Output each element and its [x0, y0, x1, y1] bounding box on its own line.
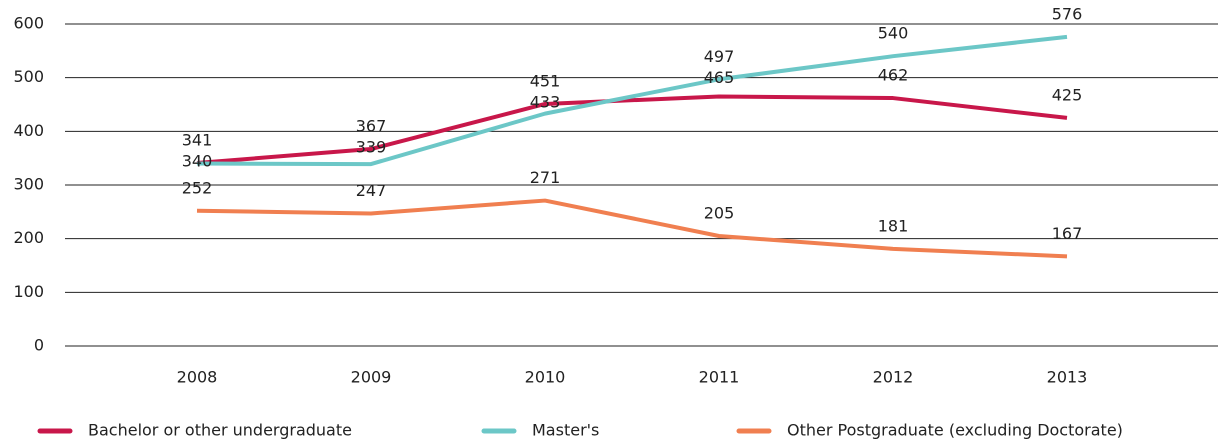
data-label: 465	[704, 68, 735, 87]
data-label: 451	[530, 71, 561, 90]
x-tick-label: 2013	[1047, 368, 1088, 387]
data-label: 576	[1052, 4, 1083, 23]
x-tick-label: 2009	[351, 368, 392, 387]
data-label: 205	[704, 203, 735, 222]
data-label: 340	[182, 151, 213, 170]
legend-label: Other Postgraduate (excluding Doctorate)	[787, 421, 1123, 440]
series-line	[196, 94, 1068, 165]
data-label: 339	[356, 138, 387, 157]
data-label: 462	[878, 66, 909, 85]
x-tick-label: 2012	[873, 368, 914, 387]
data-label: 341	[182, 130, 213, 149]
data-label: 271	[530, 168, 561, 187]
series-line	[196, 34, 1068, 167]
data-label: 433	[530, 92, 561, 111]
data-label: 181	[878, 216, 909, 235]
y-tick-label: 500	[13, 67, 44, 86]
data-label: 252	[182, 178, 213, 197]
legend-label: Master's	[532, 421, 599, 440]
x-tick-label: 2011	[699, 368, 740, 387]
data-label: 167	[1052, 224, 1083, 243]
series-line	[196, 198, 1068, 259]
data-label: 247	[356, 181, 387, 200]
data-label: 425	[1052, 85, 1083, 104]
y-tick-label: 400	[13, 121, 44, 140]
y-tick-label: 200	[13, 228, 44, 247]
data-label: 367	[356, 117, 387, 136]
y-tick-label: 100	[13, 282, 44, 301]
x-tick-label: 2010	[525, 368, 566, 387]
legend-label: Bachelor or other undergraduate	[88, 421, 352, 440]
data-label: 540	[878, 24, 909, 43]
x-tick-label: 2008	[177, 368, 218, 387]
y-tick-label: 0	[34, 336, 44, 355]
data-label: 497	[704, 47, 735, 66]
y-tick-label: 300	[13, 175, 44, 194]
y-tick-label: 600	[13, 14, 44, 33]
